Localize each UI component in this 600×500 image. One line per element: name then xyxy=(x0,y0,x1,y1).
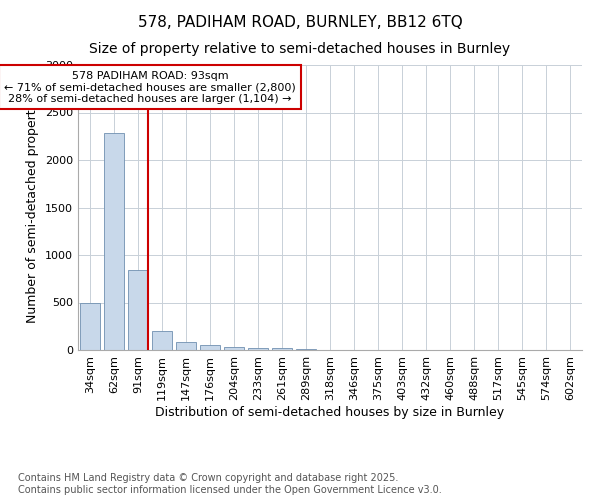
Text: 578 PADIHAM ROAD: 93sqm
← 71% of semi-detached houses are smaller (2,800)
28% of: 578 PADIHAM ROAD: 93sqm ← 71% of semi-de… xyxy=(4,70,296,104)
X-axis label: Distribution of semi-detached houses by size in Burnley: Distribution of semi-detached houses by … xyxy=(155,406,505,418)
Bar xyxy=(80,302,100,350)
Bar xyxy=(224,347,244,350)
Y-axis label: Number of semi-detached properties: Number of semi-detached properties xyxy=(26,92,40,323)
Text: Contains HM Land Registry data © Crown copyright and database right 2025.
Contai: Contains HM Land Registry data © Crown c… xyxy=(18,474,442,495)
Bar xyxy=(272,348,292,350)
Text: 578, PADIHAM ROAD, BURNLEY, BB12 6TQ: 578, PADIHAM ROAD, BURNLEY, BB12 6TQ xyxy=(137,15,463,30)
Bar xyxy=(128,270,148,350)
Bar xyxy=(104,134,124,350)
Text: Size of property relative to semi-detached houses in Burnley: Size of property relative to semi-detach… xyxy=(89,42,511,56)
Bar xyxy=(248,348,268,350)
Bar xyxy=(152,331,172,350)
Bar xyxy=(296,349,316,350)
Bar xyxy=(200,346,220,350)
Bar xyxy=(176,342,196,350)
